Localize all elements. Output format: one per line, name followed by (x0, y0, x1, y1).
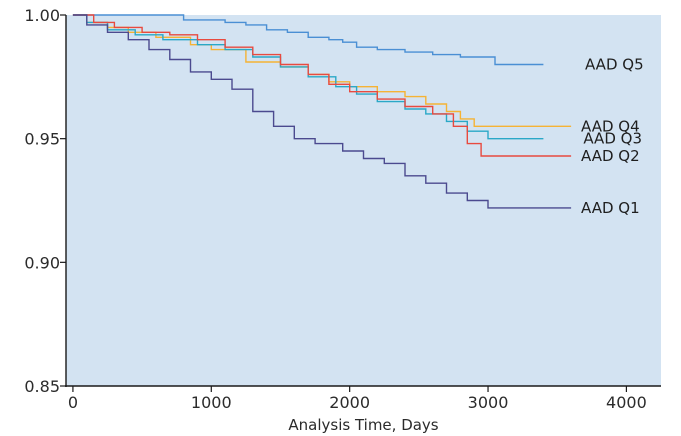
series-line-aad-q1 (72, 14, 572, 209)
series-lines (72, 14, 572, 209)
x-tick-label: 3000 (468, 393, 509, 412)
x-tick-label: 2000 (329, 393, 370, 412)
series-label-aad-q1: AAD Q1 (581, 199, 640, 217)
tick-labels: 0.85 0.90 0.95 1.00 0 1000 2000 3000 4000 (24, 6, 646, 412)
x-tick-label: 4000 (606, 393, 647, 412)
y-tick-label: 0.90 (24, 253, 60, 272)
plot-background (66, 15, 661, 386)
x-axis-title: Analysis Time, Days (288, 416, 438, 434)
series-label-aad-q4: AAD Q4 (581, 117, 640, 135)
series-label-aad-q5: AAD Q5 (585, 55, 644, 73)
axes (65, 15, 661, 387)
x-tick-label: 1000 (191, 393, 232, 412)
series-line-aad-q5 (72, 14, 544, 66)
series-line-aad-q2 (72, 14, 572, 157)
x-tick-label: 0 (68, 393, 78, 412)
y-tick-label: 1.00 (24, 6, 60, 25)
series-label-aad-q3: AAD Q3 (583, 130, 642, 148)
series-label-aad-q2: AAD Q2 (581, 147, 640, 165)
y-tick-label: 0.85 (24, 377, 60, 396)
y-tick-label: 0.95 (24, 130, 60, 149)
